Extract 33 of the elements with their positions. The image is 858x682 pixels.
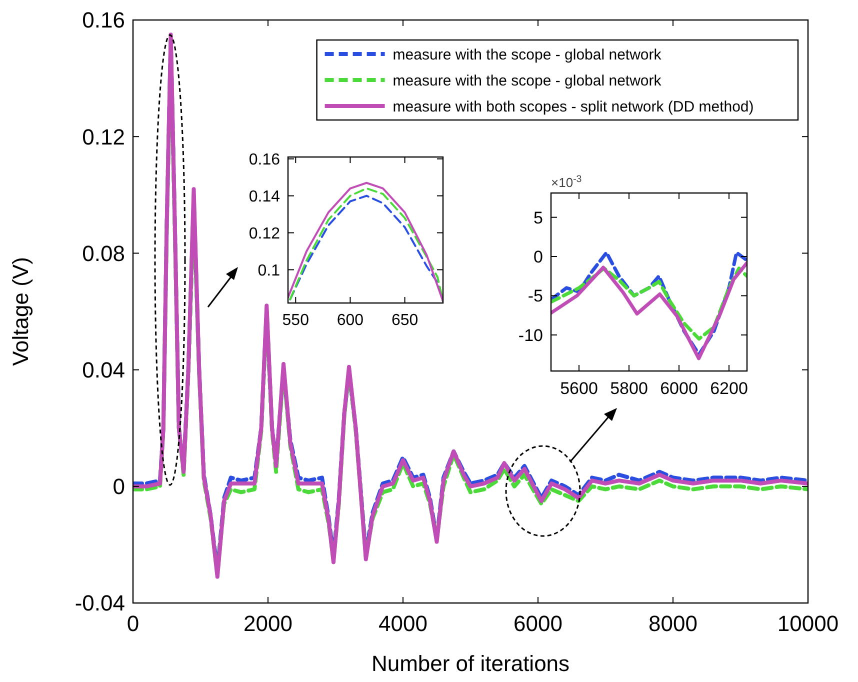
- y-tick-label: 0.16: [82, 8, 125, 33]
- y-tick-label: 5: [534, 208, 543, 228]
- x-tick-label: 4000: [378, 611, 428, 636]
- x-tick-label: 5600: [560, 379, 598, 398]
- x-tick-label: 5800: [610, 379, 648, 398]
- y-tick-label: 0: [112, 474, 125, 500]
- x-tick-label: 6000: [514, 611, 562, 636]
- x-tick-label: 2000: [244, 611, 292, 636]
- y-tick-label: -0.04: [74, 590, 125, 616]
- x-tick-label: 6000: [660, 379, 698, 398]
- x-tick-label: 8000: [648, 611, 698, 636]
- x-tick-label: 650: [391, 312, 418, 329]
- legend-label: measure with both scopes - split network (DD method): [392, 98, 754, 116]
- x-tick-label: 600: [336, 312, 364, 329]
- y-axis-title: Voltage (V): [8, 257, 33, 366]
- y-tick-label: 0.08: [82, 240, 125, 266]
- y-tick-label: 0.14: [248, 188, 280, 206]
- x-axis-title: Number of iterations: [371, 651, 570, 676]
- line-series: [551, 266, 747, 341]
- legend-label: measure with the scope - global network: [392, 72, 662, 90]
- x-tick-label: 550: [282, 312, 310, 329]
- y-tick-label: 0.12: [248, 225, 280, 242]
- y-tick-label: -5: [528, 286, 543, 306]
- legend-label: measure with the scope - global network: [392, 46, 662, 64]
- x-tick-label: 10000: [777, 611, 839, 636]
- y-tick-label: -10: [518, 326, 543, 345]
- y-tick-label: 0.12: [82, 124, 125, 150]
- y-tick-label: 0: [534, 247, 543, 266]
- y-tick-label: 0.16: [248, 151, 280, 168]
- y-tick-label: 0.04: [82, 358, 125, 382]
- y-tick-label: 0.1: [258, 262, 280, 280]
- annotation: ×10$^{-3}$: [551, 174, 582, 190]
- x-tick-label: 6200: [710, 379, 748, 398]
